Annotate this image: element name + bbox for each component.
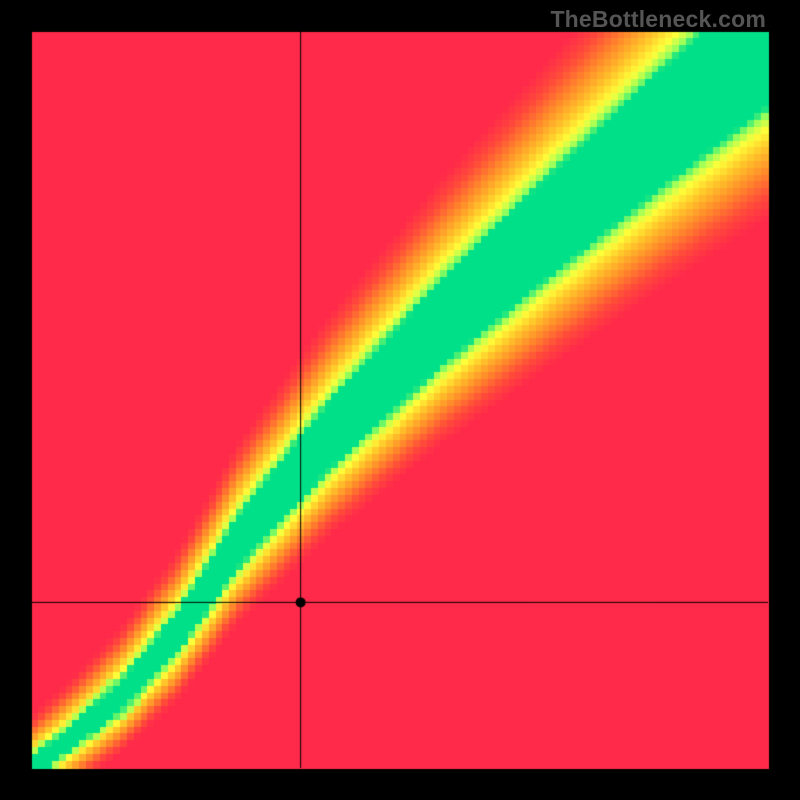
chart-container: { "watermark": { "text": "TheBottleneck.… — [0, 0, 800, 800]
bottleneck-heatmap — [0, 0, 800, 800]
watermark-text: TheBottleneck.com — [550, 6, 766, 33]
